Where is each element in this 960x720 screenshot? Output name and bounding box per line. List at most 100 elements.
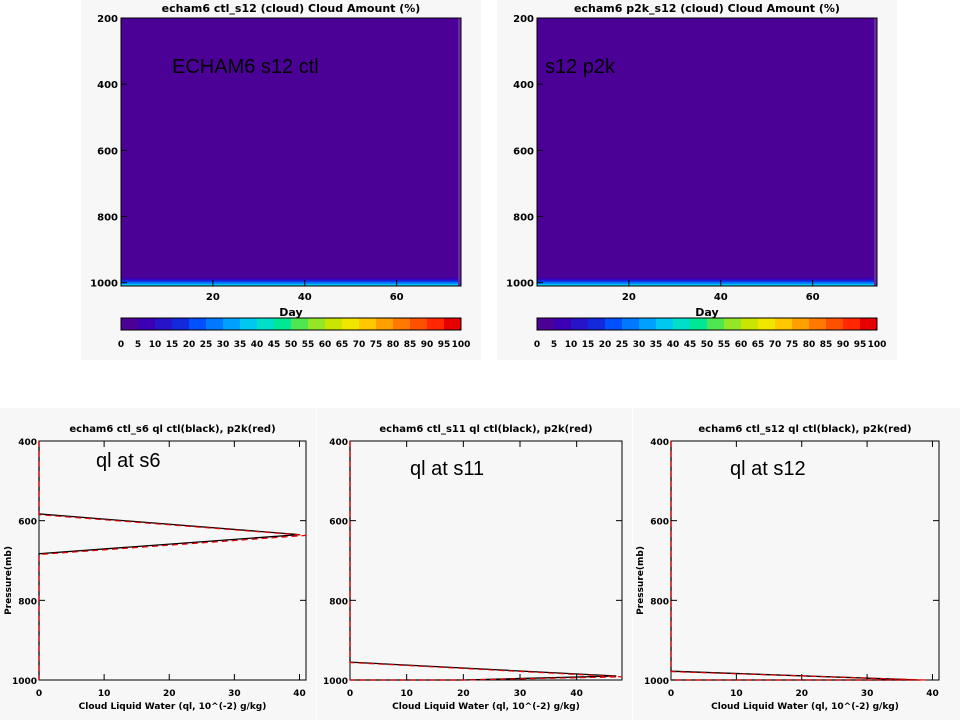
x-tick-label: 40 — [570, 689, 583, 699]
y-tick-label: 1000 — [506, 279, 534, 290]
colorbar-tick-label: 70 — [353, 340, 366, 350]
colorbar-tick-label: 75 — [370, 340, 383, 350]
y-tick-label: 1000 — [90, 279, 118, 290]
plot-frame — [349, 440, 623, 681]
profile-panel-s11: echam6 ctl_s11 ql ctl(black), p2k(red) 40… — [317, 408, 632, 720]
x-axis-label: Day — [279, 306, 302, 319]
chart-title: echam6 ctl_s12 (cloud) Cloud Amount (%) — [162, 2, 421, 15]
colorbar-tick-label: 70 — [769, 340, 782, 350]
colorbar-tick-label: 50 — [285, 340, 298, 350]
colorbar-tick-label: 85 — [404, 340, 417, 350]
colorbar-swatch — [605, 318, 623, 330]
surface-cloud-band — [121, 279, 461, 283]
x-tick-label: 20 — [622, 292, 636, 303]
label-echam-ctl: ECHAM6 s12 ctl — [172, 56, 319, 78]
x-tick-label: 10 — [730, 689, 743, 699]
colorbar-swatch — [622, 318, 640, 330]
x-tick-label: 20 — [206, 292, 220, 303]
colorbar-swatch — [427, 318, 445, 330]
label-ql-s11: ql at s11 — [410, 458, 485, 480]
surface-cloud-band — [121, 281, 461, 285]
colorbar-swatch — [410, 318, 428, 330]
x-tick-label: 60 — [390, 292, 404, 303]
colorbar-swatch — [376, 318, 394, 330]
y-tick-label: 800 — [97, 213, 118, 224]
colorbar-swatch — [860, 318, 878, 330]
heatmap-panel-p2k: echam6 p2k_s12 (cloud) Cloud Amount (%) 2… — [497, 0, 897, 360]
p2k-profile-line — [670, 441, 926, 681]
colorbar-swatch — [155, 318, 173, 330]
p2k-profile-line — [349, 441, 623, 681]
y-tick-label: 400 — [513, 80, 534, 91]
x-tick-label: 40 — [298, 292, 312, 303]
colorbar-tick-label: 40 — [667, 340, 680, 350]
x-tick-label: 20 — [795, 689, 808, 699]
y-tick-label: 1000 — [644, 677, 669, 687]
colorbar-tick-label: 25 — [200, 340, 213, 350]
x-tick-label: 30 — [228, 689, 241, 699]
p2k-profile-line — [38, 441, 307, 680]
colorbar-tick-label: 15 — [582, 340, 595, 350]
profile-panel-s12: echam6 ctl_s12 ql ctl(black), p2k(red) 40… — [633, 408, 960, 720]
cloud-field — [121, 18, 461, 286]
chart-title: echam6 p2k_s12 (cloud) Cloud Amount (%) — [574, 2, 840, 15]
colorbar-swatch — [189, 318, 207, 330]
x-tick-label: 40 — [714, 292, 728, 303]
y-tick-label: 400 — [97, 80, 118, 91]
y-tick-label: 1000 — [12, 677, 37, 687]
colorbar-swatch — [588, 318, 606, 330]
label-ql-s6: ql at s6 — [96, 450, 161, 472]
label-ql-s12: ql at s12 — [730, 458, 806, 480]
colorbar-swatch — [138, 318, 156, 330]
colorbar-swatch — [826, 318, 844, 330]
x-tick-label: 20 — [457, 689, 470, 699]
colorbar-swatch — [172, 318, 190, 330]
colorbar-tick-label: 75 — [786, 340, 799, 350]
colorbar-frame — [536, 317, 878, 331]
heatmap-chart-ctl: echam6 ctl_s12 (cloud) Cloud Amount (%) 2… — [90, 2, 471, 350]
y-axis-label: Pressure(mb) — [4, 546, 14, 615]
colorbar-tick-label: 65 — [752, 340, 765, 350]
plot-frame — [536, 17, 878, 287]
colorbar-tick-label: 80 — [803, 340, 816, 350]
x-tick-label: 0 — [668, 689, 674, 699]
colorbar-tick-label: 20 — [599, 340, 612, 350]
y-tick-label: 600 — [97, 146, 118, 157]
y-tick-label: 800 — [329, 597, 348, 607]
colorbar-swatch — [121, 318, 139, 330]
x-tick-label: 20 — [163, 689, 176, 699]
colorbar-tick-label: 15 — [166, 340, 179, 350]
colorbar-tick-label: 100 — [452, 340, 471, 350]
colorbar-tick-label: 55 — [302, 340, 315, 350]
y-tick-label: 400 — [18, 438, 37, 448]
plot-frame — [120, 17, 462, 287]
colorbar-swatch — [809, 318, 827, 330]
x-axis-label: Cloud Liquid Water (ql, 10^(-2) g/kg) — [711, 702, 899, 712]
colorbar-swatch — [342, 318, 360, 330]
colorbar-tick-label: 100 — [868, 340, 887, 350]
chart-title: echam6 ctl_s6 ql ctl(black), p2k(red) — [69, 424, 275, 435]
x-tick-label: 10 — [98, 689, 111, 699]
colorbar-tick-label: 30 — [217, 340, 230, 350]
x-axis-label: Day — [695, 306, 718, 319]
colorbar-swatch — [257, 318, 275, 330]
x-tick-label: 40 — [926, 689, 939, 699]
x-axis-label: Cloud Liquid Water (ql, 10^(-2) g/kg) — [79, 702, 267, 712]
colorbar-frame — [120, 317, 462, 331]
colorbar-tick-label: 90 — [837, 340, 850, 350]
profile-panel-s6: echam6 ctl_s6 ql ctl(black), p2k(red) 400… — [0, 408, 316, 720]
x-tick-label: 10 — [400, 689, 413, 699]
colorbar-swatch — [537, 318, 555, 330]
plot-frame — [38, 440, 307, 681]
y-tick-label: 400 — [650, 438, 669, 448]
colorbar-swatch — [792, 318, 810, 330]
colorbar-tick-label: 30 — [633, 340, 646, 350]
surface-cloud-band — [121, 283, 461, 287]
x-tick-label: 60 — [806, 292, 820, 303]
colorbar-tick-label: 5 — [551, 340, 557, 350]
colorbar-swatch — [724, 318, 742, 330]
colorbar-tick-label: 45 — [684, 340, 697, 350]
colorbar-swatch — [843, 318, 861, 330]
y-tick-label: 600 — [18, 518, 37, 528]
x-tick-label: 30 — [514, 689, 527, 699]
